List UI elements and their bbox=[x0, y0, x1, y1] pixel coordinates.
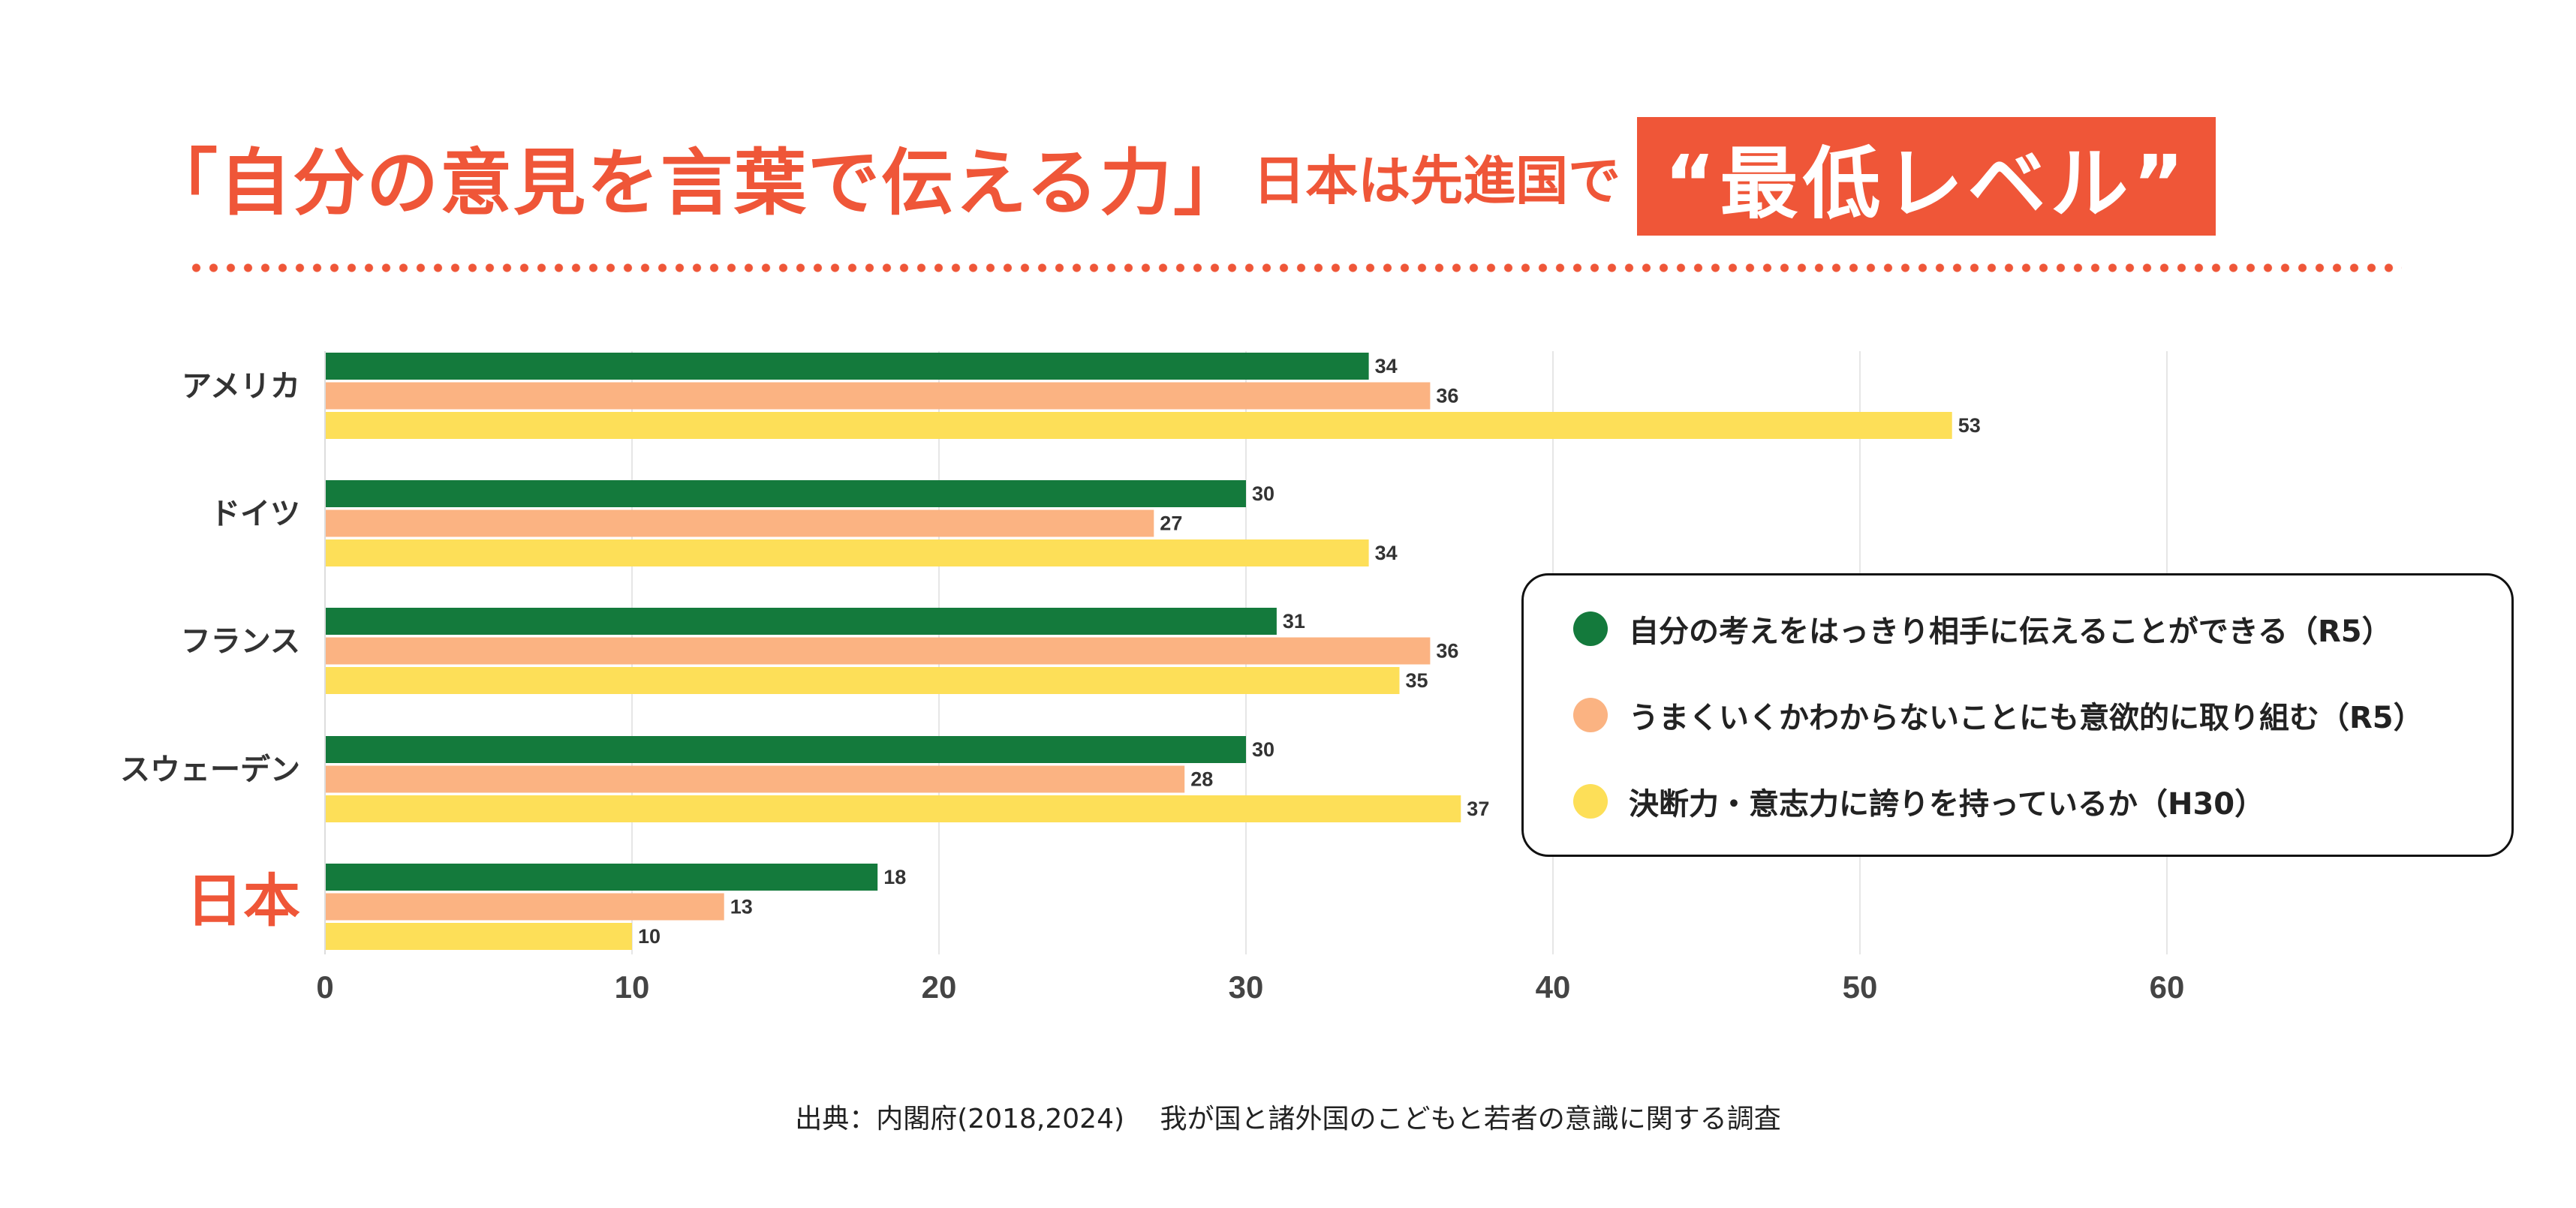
legend-label-3: 決断力・意志力に誇りを持っているか（H30） bbox=[1629, 787, 2265, 822]
bar-value-label: 34 bbox=[1375, 542, 1398, 564]
x-tick-label: 0 bbox=[316, 969, 333, 1005]
x-tick-label: 10 bbox=[615, 969, 650, 1005]
bar bbox=[325, 539, 1369, 566]
source-note: 出典：内閣府(2018,2024) 我が国と諸外国のこどもと若者の意識に関する調… bbox=[795, 1104, 1781, 1134]
legend-label-2: うまくいくかわからないことにも意欲的に取り組む（R5） bbox=[1629, 701, 2424, 735]
bar bbox=[325, 608, 1277, 635]
x-tick-label: 20 bbox=[922, 969, 957, 1005]
bar bbox=[325, 480, 1246, 507]
legend-swatch-peach bbox=[1573, 698, 1608, 732]
bar-value-label: 10 bbox=[638, 925, 661, 948]
x-tick-label: 40 bbox=[1536, 969, 1571, 1005]
bar-value-label: 35 bbox=[1406, 669, 1428, 692]
category-label-highlight: 日本 bbox=[186, 867, 300, 934]
category-label: フランス bbox=[181, 624, 300, 659]
bar bbox=[325, 893, 724, 921]
category-label: スウェーデン bbox=[120, 753, 300, 787]
headline-main: 「自分の意見を言葉で伝える力」 bbox=[146, 140, 1247, 225]
legend-swatch-green bbox=[1573, 612, 1608, 646]
headline-sub: 日本は先進国で bbox=[1253, 149, 1621, 212]
bar bbox=[325, 412, 1952, 439]
category-label: ドイツ bbox=[210, 497, 300, 531]
bar-value-label: 53 bbox=[1958, 414, 1981, 437]
x-tick-label: 50 bbox=[1843, 969, 1878, 1005]
dotted-divider bbox=[188, 263, 2402, 273]
bar bbox=[325, 637, 1431, 665]
bar bbox=[325, 509, 1154, 537]
legend-item-1: 自分の考えをはっきり相手に伝えることができる（R5） bbox=[1573, 607, 2392, 651]
bar bbox=[325, 667, 1400, 694]
bar-value-label: 37 bbox=[1467, 798, 1489, 820]
bar-value-label: 36 bbox=[1436, 385, 1458, 407]
bar-chart: 34 36 53 アメリカ 30 27 34 ドイツ 31 36 35 フランス 30 28 37 スウェーデ… bbox=[120, 351, 2185, 1005]
bar-value-label: 36 bbox=[1436, 640, 1458, 663]
legend-item-3: 決断力・意志力に誇りを持っているか（H30） bbox=[1573, 780, 2265, 823]
bar bbox=[325, 353, 1369, 380]
bar-value-label: 28 bbox=[1190, 768, 1213, 791]
bar-value-label: 30 bbox=[1252, 482, 1274, 505]
headline: 「自分の意見を言葉で伝える力」 日本は先進国で “最低レベル” bbox=[146, 113, 2420, 240]
bar bbox=[325, 923, 632, 950]
category-label: アメリカ bbox=[182, 369, 300, 404]
legend-item-2: うまくいくかわからないことにも意欲的に取り組む（R5） bbox=[1573, 693, 2424, 737]
bar-value-label: 13 bbox=[730, 896, 753, 918]
legend-label-1: 自分の考えをはっきり相手に伝えることができる（R5） bbox=[1629, 615, 2392, 649]
bar-value-label: 30 bbox=[1252, 738, 1274, 761]
bar-value-label: 27 bbox=[1160, 512, 1182, 535]
x-tick-label: 60 bbox=[2150, 969, 2185, 1005]
x-tick-label: 30 bbox=[1229, 969, 1264, 1005]
bar-value-label: 31 bbox=[1283, 610, 1305, 633]
bar-value-label: 18 bbox=[883, 866, 906, 888]
bar bbox=[325, 736, 1246, 763]
bar bbox=[325, 765, 1185, 793]
bar bbox=[325, 864, 878, 891]
legend: 自分の考えをはっきり相手に伝えることができる（R5） うまくいくかわからないこと… bbox=[1521, 573, 2514, 857]
bar bbox=[325, 795, 1461, 822]
legend-swatch-yellow bbox=[1573, 784, 1608, 819]
bar bbox=[325, 382, 1431, 410]
bar-value-label: 34 bbox=[1375, 355, 1398, 377]
headline-emphasis-box: “最低レベル” bbox=[1637, 117, 2216, 236]
